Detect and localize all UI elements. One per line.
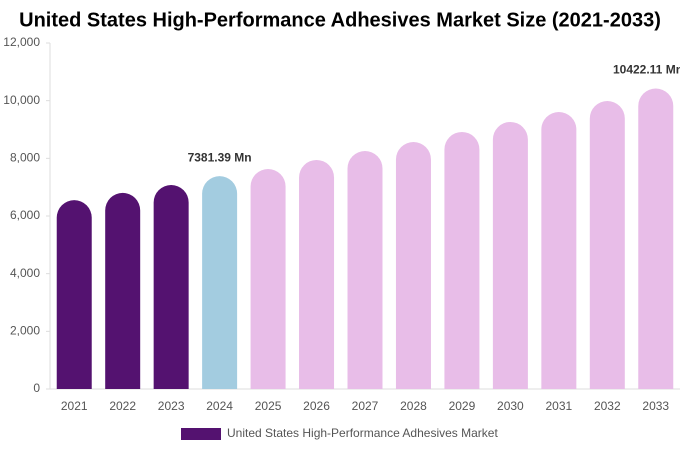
bar bbox=[444, 131, 480, 389]
x-tick-label: 2024 bbox=[206, 399, 233, 413]
bar bbox=[492, 121, 528, 390]
x-tick-label: 2027 bbox=[352, 399, 379, 413]
legend-swatch bbox=[181, 428, 221, 440]
x-tick-label: 2033 bbox=[642, 399, 669, 413]
bar bbox=[153, 185, 189, 389]
y-tick-label: 4,000 bbox=[10, 266, 40, 280]
bar bbox=[395, 141, 431, 389]
y-tick-label: 0 bbox=[33, 381, 40, 395]
y-tick-label: 6,000 bbox=[10, 208, 40, 222]
bar bbox=[105, 192, 141, 389]
data-label: 10422.11 Mn bbox=[613, 63, 680, 77]
x-tick-label: 2022 bbox=[109, 399, 136, 413]
y-tick-label: 2,000 bbox=[10, 324, 40, 338]
legend-label: United States High-Performance Adhesives… bbox=[227, 426, 498, 440]
x-tick-label: 2031 bbox=[545, 399, 572, 413]
bar bbox=[638, 88, 674, 390]
x-tick-label: 2025 bbox=[255, 399, 282, 413]
y-tick-label: 10,000 bbox=[3, 93, 40, 107]
y-tick-label: 12,000 bbox=[3, 35, 40, 49]
x-tick-label: 2028 bbox=[400, 399, 427, 413]
bar bbox=[250, 169, 286, 389]
x-tick-label: 2021 bbox=[61, 399, 88, 413]
x-tick-label: 2026 bbox=[303, 399, 330, 413]
bar bbox=[541, 111, 577, 389]
bar bbox=[56, 200, 92, 389]
x-tick-label: 2029 bbox=[449, 399, 476, 413]
x-tick-label: 2023 bbox=[158, 399, 185, 413]
bar bbox=[347, 150, 383, 389]
x-tick-label: 2032 bbox=[594, 399, 621, 413]
bar bbox=[589, 100, 625, 390]
x-tick-label: 2030 bbox=[497, 399, 524, 413]
y-tick-label: 8,000 bbox=[10, 151, 40, 165]
bar bbox=[202, 176, 238, 389]
chart-title: United States High-Performance Adhesives… bbox=[19, 9, 661, 31]
data-label: 7381.39 Mn bbox=[188, 150, 252, 164]
bar bbox=[299, 159, 335, 389]
